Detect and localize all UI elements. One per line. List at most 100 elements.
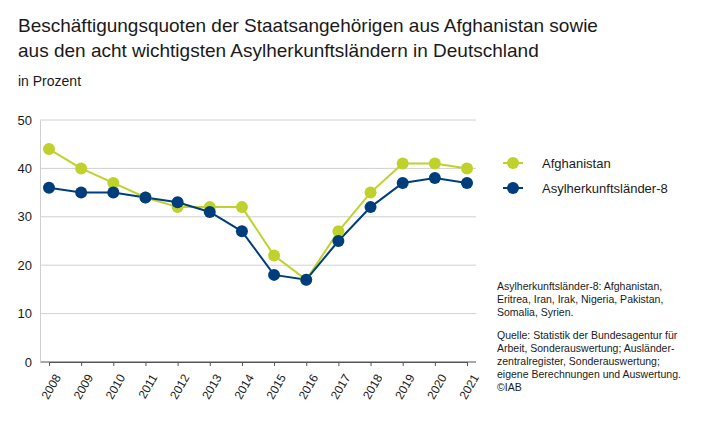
x-tick-label: 2010 <box>103 371 129 401</box>
annotation-line: Arbeit, Sonderauswertung; Ausländer- <box>497 342 675 354</box>
x-tick-mark <box>371 362 372 366</box>
x-tick-mark <box>306 362 307 366</box>
x-tick: 2016 <box>296 362 322 402</box>
x-tick: 2010 <box>103 362 129 402</box>
title: Beschäftigungsquoten der Staatsangehörig… <box>18 15 598 61</box>
point <box>139 191 151 203</box>
x-tick: 2021 <box>456 362 482 402</box>
y-axis-line <box>40 121 41 363</box>
x-tick-mark <box>210 362 211 366</box>
grid-line <box>40 168 476 169</box>
y-tick-label: 20 <box>18 258 32 273</box>
x-tick-mark <box>274 362 275 366</box>
y-tick-label: 50 <box>18 113 32 128</box>
point <box>268 250 280 262</box>
annotation-line: eigene Berechnungen und Auswertung. <box>497 368 681 380</box>
x-tick-label: 2012 <box>167 371 193 401</box>
x-tick: 2008 <box>38 362 64 402</box>
x-tick-mark <box>242 362 243 366</box>
point <box>139 191 151 203</box>
point <box>397 158 409 170</box>
x-tick: 2018 <box>360 362 386 402</box>
x-tick-label: 2008 <box>38 371 64 401</box>
x-tick-label: 2020 <box>424 371 450 401</box>
annotation-line: ©IAB <box>497 381 522 393</box>
x-axis-line <box>50 363 468 367</box>
x-tick-mark <box>435 362 436 366</box>
x-tick-label: 2013 <box>199 371 225 401</box>
x-tick-label: 2011 <box>135 371 160 401</box>
point <box>268 269 280 281</box>
x-tick-label: 2017 <box>328 371 354 401</box>
point <box>365 201 377 213</box>
x-tick: 2019 <box>392 362 418 402</box>
point <box>300 274 312 286</box>
x-tick: 2013 <box>199 362 225 402</box>
series-line <box>49 149 467 280</box>
point <box>236 225 248 237</box>
point <box>365 187 377 199</box>
point <box>43 182 55 194</box>
annotation-line: zentralregister, Sonderauswertung; <box>497 355 660 367</box>
y-axis: 0 10 20 30 40 50 <box>18 113 41 370</box>
y-tick: 0 <box>25 355 40 370</box>
y-tick: 50 <box>18 113 40 128</box>
point <box>236 201 248 213</box>
x-tick: 2014 <box>231 362 257 402</box>
y-tick-label: 10 <box>18 306 32 321</box>
x-tick-label: 2015 <box>264 371 290 401</box>
point <box>204 206 216 218</box>
x-tick-label: 2018 <box>360 371 386 401</box>
x-tick: 2012 <box>167 362 193 402</box>
x-tick: 2011 <box>135 362 160 401</box>
legend-label: Afghanistan <box>542 156 611 171</box>
legend-marker <box>507 157 519 169</box>
x-tick-label: 2016 <box>296 371 322 401</box>
x-tick-mark <box>49 362 50 366</box>
y-tick-label: 30 <box>18 209 32 224</box>
point <box>397 177 409 189</box>
x-axis: 2008 200920102011 201220132014 201520162017… <box>38 362 482 402</box>
annotation-line: Asylherkunftsländer-8: Afghanistan, <box>497 280 662 292</box>
legend-marker <box>507 182 519 194</box>
legend: Afghanistan Asylherkunftsländer-8 <box>503 156 668 196</box>
grid-line <box>40 313 476 314</box>
y-tick: 10 <box>18 306 40 321</box>
point <box>429 158 441 170</box>
x-tick-mark <box>113 362 114 366</box>
chart: Beschäftigungsquoten der Staatsangehörig… <box>0 0 710 427</box>
x-tick-mark <box>467 362 468 366</box>
annotation-line: Quelle: Statistik der Bundesagentur für <box>497 329 678 341</box>
subtitle: in Prozent <box>18 73 81 89</box>
title-line: Beschäftigungsquoten der Staatsangehörig… <box>18 15 598 36</box>
y-tick-label: 0 <box>25 355 32 370</box>
x-tick-mark <box>403 362 404 366</box>
point <box>75 162 87 174</box>
point <box>332 235 344 247</box>
y-tick: 30 <box>18 209 40 224</box>
grid <box>40 120 476 362</box>
series-line <box>49 178 467 280</box>
point <box>461 162 473 174</box>
x-tick-label: 2009 <box>71 371 97 401</box>
x-tick: 2015 <box>264 362 290 402</box>
x-tick-mark <box>81 362 82 366</box>
y-tick: 40 <box>18 161 40 176</box>
x-tick-label: 2014 <box>231 371 257 401</box>
grid-line <box>40 216 476 217</box>
x-tick-label: 2019 <box>392 371 418 401</box>
legend-label: Asylherkunftsländer-8 <box>542 181 668 196</box>
point <box>461 177 473 189</box>
x-tick-mark <box>338 362 339 366</box>
x-tick-label: 2021 <box>456 371 482 401</box>
annotation: Asylherkunftsländer-8: Afghanistan,Eritr… <box>497 280 663 318</box>
point <box>43 143 55 155</box>
x-tick-mark <box>178 362 179 366</box>
annotation: Quelle: Statistik der Bundesagentur fürA… <box>497 329 681 393</box>
annotation-line: Eritrea, Iran, Irak, Nigeria, Pakistan, <box>497 293 663 305</box>
y-tick: 20 <box>18 258 40 273</box>
annotation-line: Somalia, Syrien. <box>497 306 573 318</box>
x-tick-mark <box>145 362 146 366</box>
x-tick: 2020 <box>424 362 450 402</box>
x-tick: 2017 <box>328 362 354 402</box>
